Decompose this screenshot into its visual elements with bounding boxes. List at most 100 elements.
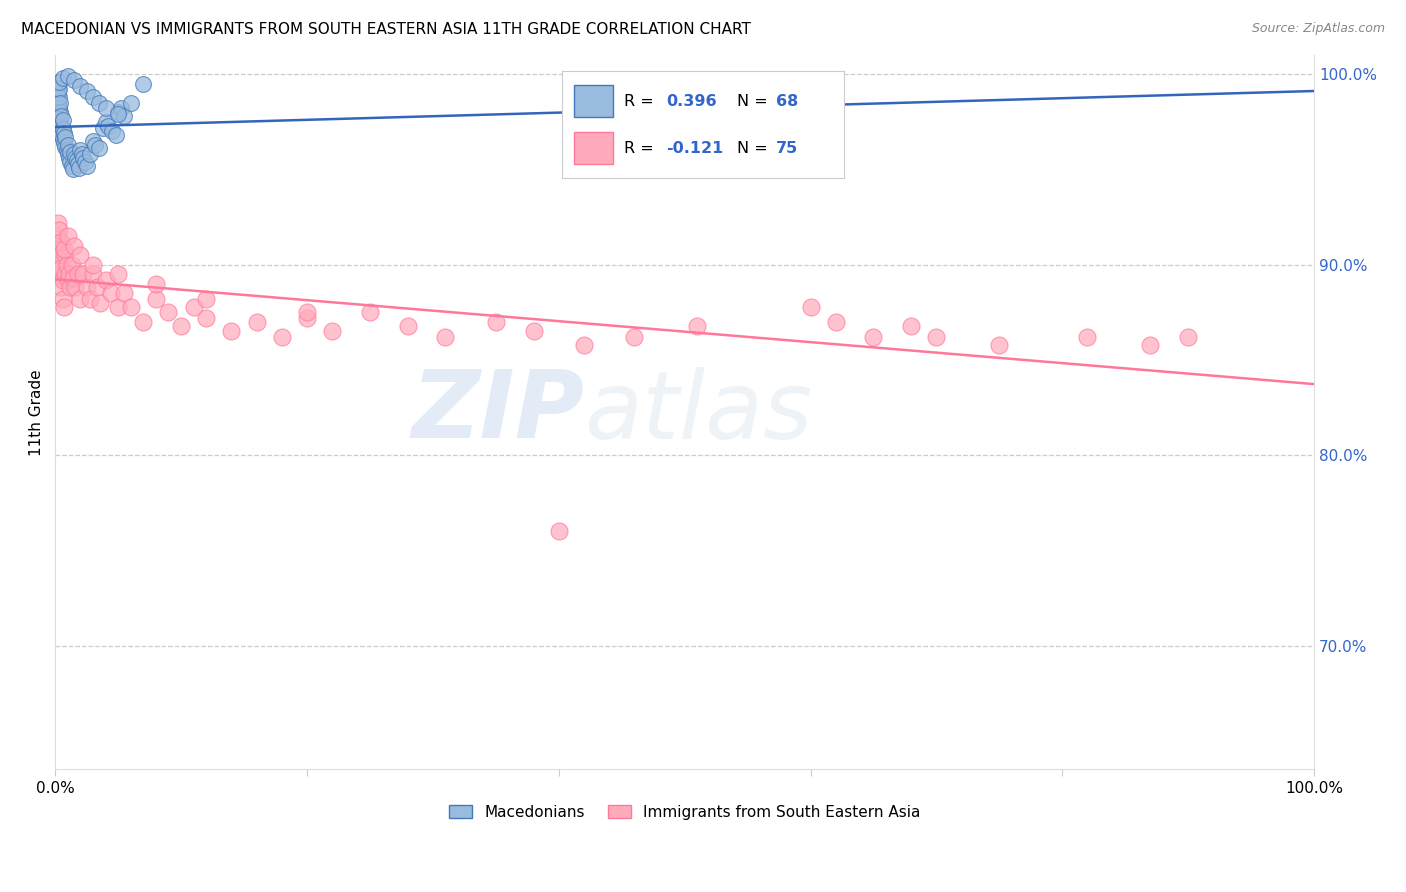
Point xyxy=(48,258,70,272)
Point xyxy=(48,102,70,116)
Point xyxy=(52,122,75,136)
Point xyxy=(62,271,84,285)
Point xyxy=(396,318,419,333)
Point xyxy=(59,145,82,160)
Point xyxy=(988,337,1011,351)
Y-axis label: 11th Grade: 11th Grade xyxy=(30,369,44,456)
Point xyxy=(107,300,129,314)
Point xyxy=(48,111,70,125)
Point xyxy=(46,248,69,262)
Point xyxy=(56,69,79,83)
Point xyxy=(66,267,89,281)
Point xyxy=(53,126,76,140)
Point xyxy=(76,159,98,173)
Point xyxy=(572,337,595,351)
Point xyxy=(45,109,67,123)
Point xyxy=(112,286,135,301)
Point xyxy=(82,267,104,281)
Point xyxy=(48,223,70,237)
Point xyxy=(359,305,381,319)
Point xyxy=(51,128,73,142)
Point xyxy=(66,157,89,171)
Point xyxy=(1139,337,1161,351)
Point xyxy=(132,315,155,329)
Point xyxy=(1076,330,1098,344)
Point xyxy=(48,90,70,104)
Point xyxy=(51,109,73,123)
Text: atlas: atlas xyxy=(583,367,813,458)
Text: 0.396: 0.396 xyxy=(666,94,717,109)
Point xyxy=(862,330,884,344)
Point xyxy=(195,310,218,325)
Point xyxy=(46,95,69,110)
Point xyxy=(94,102,117,116)
Point xyxy=(195,292,218,306)
Point xyxy=(49,248,72,262)
Point xyxy=(89,295,111,310)
Point xyxy=(925,330,948,344)
Point xyxy=(45,238,67,252)
Point xyxy=(52,132,75,146)
Point xyxy=(104,128,127,142)
Point xyxy=(48,82,70,96)
Point xyxy=(221,324,243,338)
Text: N =: N = xyxy=(737,94,773,109)
Point xyxy=(51,119,73,133)
Point xyxy=(51,280,73,294)
Point xyxy=(547,524,569,539)
Point xyxy=(52,273,75,287)
Point xyxy=(89,141,111,155)
Point xyxy=(91,120,114,135)
Point xyxy=(65,151,87,165)
Point xyxy=(70,147,93,161)
Text: R =: R = xyxy=(624,141,659,156)
Point xyxy=(270,330,292,344)
Point xyxy=(65,153,87,167)
Point xyxy=(623,330,645,344)
Point xyxy=(72,267,94,281)
Point xyxy=(60,258,83,272)
Point xyxy=(49,105,72,120)
Point xyxy=(60,159,83,173)
Point xyxy=(69,248,91,262)
Point xyxy=(94,273,117,287)
Point xyxy=(69,78,91,93)
Point xyxy=(67,161,90,175)
Point xyxy=(55,258,77,272)
Point xyxy=(53,243,76,257)
Point xyxy=(86,280,108,294)
Point xyxy=(82,258,104,272)
Text: N =: N = xyxy=(737,141,773,156)
Point xyxy=(53,248,76,262)
Point xyxy=(56,273,79,287)
Point xyxy=(321,324,343,338)
Point xyxy=(79,292,101,306)
Point xyxy=(183,300,205,314)
Point xyxy=(100,286,122,301)
Point xyxy=(75,154,97,169)
Text: 68: 68 xyxy=(776,94,799,109)
Point xyxy=(56,137,79,152)
Point xyxy=(56,229,79,244)
Point xyxy=(145,277,167,291)
Point xyxy=(49,95,72,110)
Point xyxy=(53,130,76,145)
Point xyxy=(72,151,94,165)
Text: MACEDONIAN VS IMMIGRANTS FROM SOUTH EASTERN ASIA 11TH GRADE CORRELATION CHART: MACEDONIAN VS IMMIGRANTS FROM SOUTH EAST… xyxy=(21,22,751,37)
Point xyxy=(52,70,75,85)
Point xyxy=(1177,330,1199,344)
Point xyxy=(59,154,82,169)
Point xyxy=(55,144,77,158)
Point xyxy=(48,75,70,89)
Point xyxy=(84,137,107,152)
Point xyxy=(107,105,129,120)
Point xyxy=(82,134,104,148)
Point xyxy=(62,162,84,177)
Text: R =: R = xyxy=(624,94,659,109)
Text: 75: 75 xyxy=(776,141,799,156)
Point xyxy=(89,95,111,110)
Point xyxy=(97,119,120,133)
Point xyxy=(110,102,132,116)
Point xyxy=(52,112,75,127)
Point xyxy=(107,107,129,121)
